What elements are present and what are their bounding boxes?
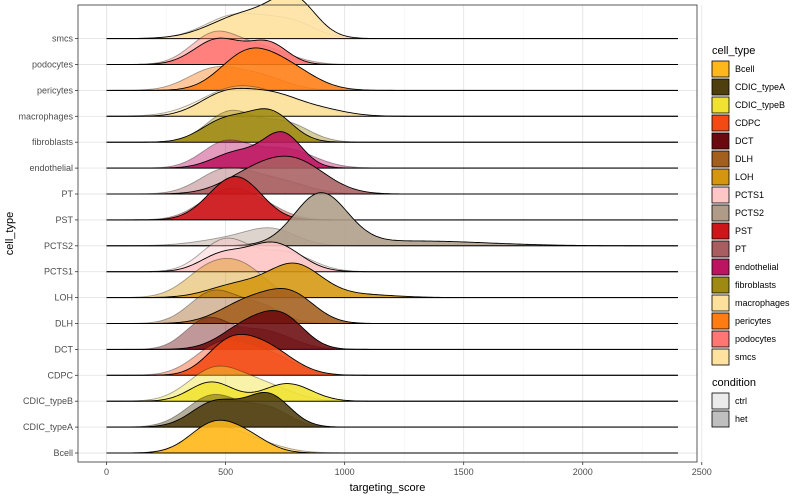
y-tick-label: DCT	[55, 344, 74, 354]
legend-key-pericytes	[711, 312, 730, 330]
legend-label-ctrl: ctrl	[735, 396, 747, 406]
legend-key-CDPC	[711, 114, 730, 132]
legend-key-PCTS2	[711, 204, 730, 222]
y-tick-label: CDIC_typeB	[23, 396, 73, 406]
y-axis: Bcell CDIC_typeA CDIC_typeB CDPC DCT DLH LOH PC…	[18, 34, 78, 458]
legend-label-pericytes: pericytes	[735, 316, 772, 326]
legend-label-PST: PST	[735, 226, 753, 236]
ridge-LOH-het	[106, 263, 678, 298]
legend-label-fibroblasts: fibroblasts	[735, 280, 777, 290]
y-tick-label: pericytes	[37, 85, 74, 95]
legend-key-PST	[711, 222, 730, 240]
legend-key-endothelial	[711, 258, 730, 276]
ridge-PCTS1-het	[106, 241, 678, 272]
y-tick-label: LOH	[54, 293, 73, 303]
legend-key-LOH	[711, 168, 730, 186]
ridge-DLH-het	[106, 288, 678, 324]
legend-key-podocytes	[711, 330, 730, 348]
y-tick-label: CDPC	[47, 370, 73, 380]
legend-key-smcs	[711, 348, 730, 366]
x-tick-label: 0	[104, 467, 109, 477]
ridges	[106, 0, 678, 454]
legend-label-macrophages: macrophages	[735, 298, 790, 308]
legend-key-PT	[711, 240, 730, 258]
ridge-PCTS2-ctrl	[106, 227, 678, 246]
legend-label-smcs: smcs	[735, 352, 756, 362]
x-axis-title: targeting_score	[350, 482, 426, 494]
y-tick-label: podocytes	[32, 60, 74, 70]
legend-key-het	[711, 410, 730, 428]
y-tick-label: PCTS1	[44, 267, 73, 277]
y-tick-label: PCTS2	[44, 241, 73, 251]
legend-key-DLH	[711, 150, 730, 168]
ridge-PST-het	[106, 176, 678, 220]
legend: cell_type Bcell CDIC_typeA CDIC_typeB CDPC DC…	[711, 45, 790, 428]
legend-title-cell-type: cell_type	[712, 45, 755, 57]
ridge-macrophages-het	[106, 88, 678, 117]
y-tick-label: Bcell	[53, 448, 73, 458]
legend-label-CDIC_typeB: CDIC_typeB	[735, 100, 785, 110]
legend-key-DCT	[711, 132, 730, 150]
legend-label-endothelial: endothelial	[735, 262, 779, 272]
legend-key-ctrl	[711, 392, 730, 410]
legend-label-LOH: LOH	[735, 172, 754, 182]
y-tick-label: fibroblasts	[32, 137, 74, 147]
ridge-pericytes-het	[106, 47, 678, 91]
x-axis: 0 500 1000 1500 2000 2500	[104, 462, 712, 477]
ridge-Bcell-het	[106, 420, 678, 453]
ridge-CDPC-het	[106, 334, 678, 376]
panel-border	[77, 4, 698, 463]
legend-label-PCTS1: PCTS1	[735, 190, 764, 200]
legend-label-CDIC_typeA: CDIC_typeA	[735, 82, 785, 92]
x-tick-label: 2000	[573, 467, 593, 477]
legend-label-CDPC: CDPC	[735, 118, 761, 128]
y-tick-label: PST	[55, 215, 73, 225]
legend-label-DLH: DLH	[735, 154, 753, 164]
legend-label-het: het	[735, 414, 748, 424]
x-tick-label: 1500	[454, 467, 474, 477]
legend-key-CDIC_typeA	[711, 78, 730, 96]
legend-title-condition: condition	[712, 377, 756, 389]
x-tick-label: 500	[218, 467, 233, 477]
legend-key-CDIC_typeB	[711, 96, 730, 114]
x-tick-label: 2500	[692, 467, 712, 477]
y-tick-label: endothelial	[29, 163, 73, 173]
legend-key-macrophages	[711, 294, 730, 312]
legend-label-DCT: DCT	[735, 136, 754, 146]
legend-key-PCTS1	[711, 186, 730, 204]
y-tick-label: PT	[61, 189, 73, 199]
y-axis-title: cell_type	[4, 212, 16, 255]
ridge-fibroblasts-het	[106, 108, 678, 143]
legend-label-podocytes: podocytes	[735, 334, 777, 344]
ridge-endothelial-het	[106, 131, 678, 169]
legend-key-fibroblasts	[711, 276, 730, 294]
legend-label-PT: PT	[735, 244, 747, 254]
legend-key-Bcell	[711, 60, 730, 78]
y-tick-label: CDIC_typeA	[23, 422, 73, 432]
y-tick-label: macrophages	[18, 111, 73, 121]
legend-label-PCTS2: PCTS2	[735, 208, 764, 218]
y-tick-label: smcs	[52, 34, 73, 44]
y-tick-label: DLH	[55, 319, 73, 329]
x-tick-label: 1000	[335, 467, 355, 477]
ridge-CDIC_typeA-het	[106, 392, 678, 428]
legend-label-Bcell: Bcell	[735, 64, 755, 74]
